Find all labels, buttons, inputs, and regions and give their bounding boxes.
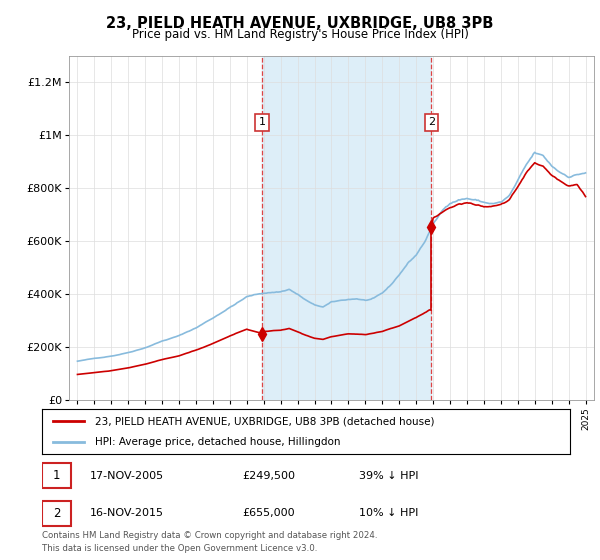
Text: £655,000: £655,000 [242,508,295,518]
FancyBboxPatch shape [42,464,71,488]
Text: HPI: Average price, detached house, Hillingdon: HPI: Average price, detached house, Hill… [95,437,340,447]
Text: Price paid vs. HM Land Registry's House Price Index (HPI): Price paid vs. HM Land Registry's House … [131,28,469,41]
Text: 1: 1 [53,469,60,482]
Text: 1: 1 [259,117,266,127]
Text: 23, PIELD HEATH AVENUE, UXBRIDGE, UB8 3PB (detached house): 23, PIELD HEATH AVENUE, UXBRIDGE, UB8 3P… [95,416,434,426]
Text: 16-NOV-2015: 16-NOV-2015 [89,508,164,518]
Text: 39% ↓ HPI: 39% ↓ HPI [359,471,418,480]
Text: 2: 2 [53,507,60,520]
Text: 17-NOV-2005: 17-NOV-2005 [89,471,164,480]
Text: 23, PIELD HEATH AVENUE, UXBRIDGE, UB8 3PB: 23, PIELD HEATH AVENUE, UXBRIDGE, UB8 3P… [106,16,494,31]
Bar [262,56,431,400]
Text: Contains HM Land Registry data © Crown copyright and database right 2024.
This d: Contains HM Land Registry data © Crown c… [42,531,377,553]
FancyBboxPatch shape [42,501,71,525]
Text: 2: 2 [428,117,435,127]
Text: 10% ↓ HPI: 10% ↓ HPI [359,508,418,518]
Text: £249,500: £249,500 [242,471,296,480]
